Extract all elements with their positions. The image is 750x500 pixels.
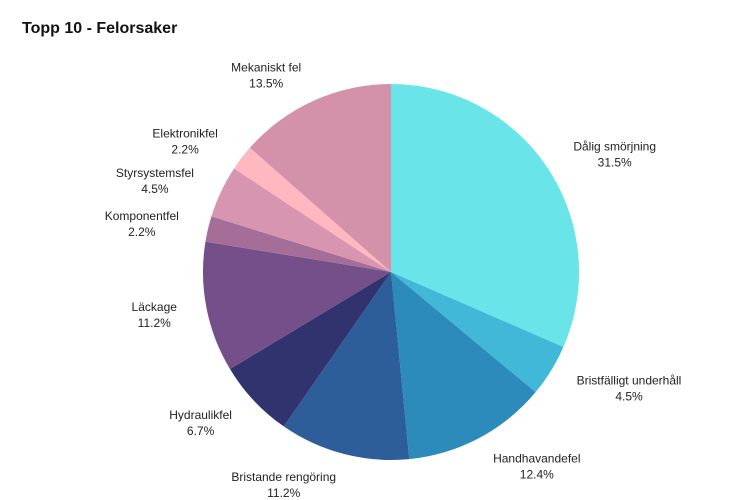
slice-value-komponentfel: 2.2% [128, 225, 156, 239]
slice-label-dalig-smorjning: Dålig smörjning [573, 139, 656, 153]
slice-label-elektronikfel: Elektronikfel [152, 127, 217, 141]
slice-value-mekaniskt-fel: 13.5% [249, 76, 283, 90]
pie-slice-styrsystemsfel [211, 168, 391, 272]
slice-value-bristande-rengoring: 11.2% [267, 486, 300, 500]
slice-value-elektronikfel: 2.2% [171, 143, 199, 157]
chart-title: Topp 10 - Felorsaker [22, 20, 178, 37]
pie-slice-lackage [202, 241, 391, 370]
slice-value-lackage: 11.2% [138, 316, 171, 330]
slice-label-hydraulikfel: Hydraulikfel [169, 408, 232, 422]
pie-slice-bristande-rengoring [283, 272, 410, 460]
slice-label-handhavandefel: Handhavandefel [493, 452, 580, 466]
slice-label-styrsystemsfel: Styrsystemsfel [116, 166, 194, 180]
slice-value-hydraulikfel: 6.7% [187, 424, 215, 438]
pie-slice-elektronikfel [234, 147, 391, 272]
slice-labels: Dålig smörjning 31.5% Bristfälligt underhå… [105, 60, 682, 500]
slice-value-dalig-smorjning: 31.5% [598, 155, 632, 169]
slice-value-styrsystemsfel: 4.5% [141, 182, 169, 196]
slice-value-handhavandefel: 12.4% [520, 468, 554, 482]
pie-slice-mekaniskt-fel [249, 84, 391, 272]
pie-slice-komponentfel [205, 216, 391, 272]
pie-slices [202, 84, 579, 460]
slice-label-bristfalligt-underhall: Bristfälligt underhåll [577, 373, 682, 387]
slice-value-bristfalligt-underhall: 4.5% [615, 389, 643, 403]
slice-label-bristande-rengoring: Bristande rengöring [231, 470, 336, 484]
pie-slice-dalig-smorjning [391, 84, 579, 348]
pie-slice-handhavandefel [391, 272, 536, 460]
slice-label-komponentfel: Komponentfel [105, 209, 179, 223]
slice-label-lackage: Läckage [132, 300, 178, 314]
slice-label-mekaniskt-fel: Mekaniskt fel [231, 60, 301, 74]
pie-slice-bristfalligt-underhall [391, 272, 564, 393]
pie-slice-hydraulikfel [229, 272, 391, 427]
